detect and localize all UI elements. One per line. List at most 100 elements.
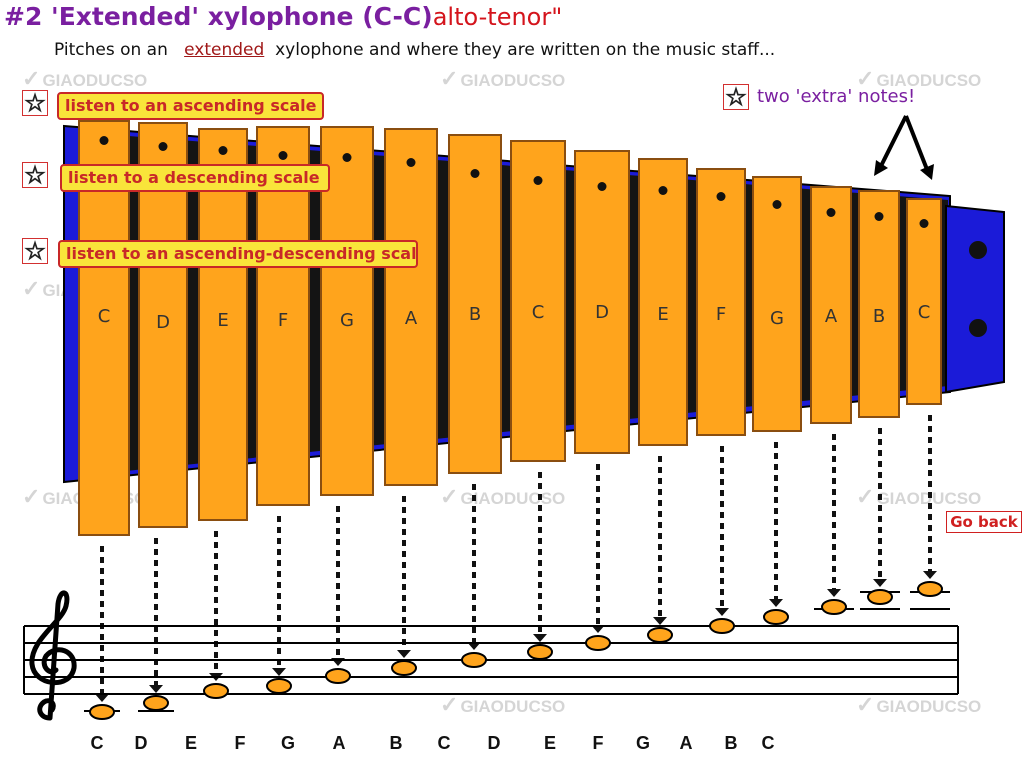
watermark: GIAODUCSO	[440, 66, 565, 92]
watermark: GIAODUCSO	[856, 692, 981, 718]
go-back-button[interactable]: Go back	[946, 511, 1022, 533]
bar-note-label: E	[657, 304, 669, 325]
star-icon[interactable]: ☆	[22, 90, 48, 116]
arrowhead	[873, 579, 887, 587]
staff-note-label: C	[437, 733, 451, 753]
page-subtitle: Pitches on an extended xylophone and whe…	[54, 40, 775, 60]
xylophone-bar[interactable]: E	[638, 158, 688, 446]
note-head	[89, 704, 115, 720]
page-title-main: #2 'Extended' xylophone (C-C)	[4, 2, 433, 31]
bar-note-label: B	[468, 304, 482, 325]
staff-note-label: G	[635, 733, 650, 753]
extra-arrowhead-left	[874, 160, 888, 176]
staff-note-label: G	[280, 733, 295, 753]
arrowhead	[715, 608, 729, 616]
extra-arrow-right	[904, 115, 930, 173]
arrowhead	[923, 571, 937, 579]
bar-hole	[99, 136, 109, 145]
arrowhead	[397, 650, 411, 658]
xylophone-bar[interactable]: G	[752, 176, 802, 432]
xylophone-bar[interactable]: A	[810, 186, 852, 424]
xylophone-bar[interactable]: A	[384, 128, 438, 486]
star-icon[interactable]: ☆	[22, 162, 48, 188]
arrowhead	[533, 634, 547, 642]
staff-note-label: B	[389, 733, 403, 753]
note-head	[709, 618, 735, 634]
note-head	[391, 660, 417, 676]
bar-note-label: D	[595, 302, 609, 323]
bar-note-label: D	[156, 312, 170, 333]
bar-note-label: A	[404, 308, 418, 329]
watermark: GIAODUCSO	[856, 484, 981, 510]
bar-note-label: E	[217, 310, 229, 331]
watermark: GIAODUCSO	[440, 484, 565, 510]
staff-note-label: D	[487, 733, 501, 753]
arrowhead	[149, 685, 163, 693]
bar-note-label: C	[531, 302, 545, 323]
note-head	[266, 678, 292, 694]
watermark: GIAODUCSO	[856, 66, 981, 92]
star-icon[interactable]: ☆	[22, 238, 48, 264]
note-head	[917, 581, 943, 597]
staff-note-label: A	[679, 733, 693, 753]
note-head	[867, 589, 893, 605]
staff-note-label: D	[134, 733, 148, 753]
xylophone-bar[interactable]: F	[696, 168, 746, 436]
descending-scale-button[interactable]: listen to a descending scale	[60, 164, 330, 192]
bar-hole	[158, 142, 168, 151]
extra-arrowhead-right	[920, 164, 934, 180]
bar-hole	[826, 208, 836, 217]
staff-note-label: A	[332, 733, 346, 753]
watermark: GIAODUCSO	[22, 66, 147, 92]
note-head	[763, 609, 789, 625]
bar-hole	[342, 153, 352, 162]
xylophone-bar[interactable]: B	[858, 190, 900, 418]
bar-hole	[597, 182, 607, 191]
ascending-scale-button[interactable]: listen to an ascending scale	[57, 92, 324, 120]
note-head	[461, 652, 487, 668]
staff-note-label: E	[543, 733, 556, 753]
bar-hole	[218, 146, 228, 155]
note-head	[647, 627, 673, 643]
treble-clef-icon	[29, 590, 77, 721]
bar-note-label: F	[277, 310, 289, 331]
xylophone-bar[interactable]: B	[448, 134, 502, 474]
bar-note-label: G	[770, 308, 784, 329]
frame-hole	[969, 241, 987, 259]
staff-note-label: E	[184, 733, 197, 753]
bar-note-label: F	[715, 304, 727, 325]
staff-note-label: C	[761, 733, 775, 753]
staff-notes	[84, 581, 950, 720]
staff-note-label: F	[592, 733, 604, 753]
arrowhead	[653, 617, 667, 625]
xylophone-bar[interactable]: C	[510, 140, 566, 462]
staff-note-label: B	[724, 733, 738, 753]
staff-note-label: C	[90, 733, 104, 753]
bar-note-label: C	[97, 306, 111, 327]
bar-note-label: B	[872, 306, 886, 327]
note-head	[821, 599, 847, 615]
xylophone-bar[interactable]: D	[574, 150, 630, 454]
page-title: #2 'Extended' xylophone (C-C)alto-tenor"	[4, 2, 562, 31]
bar-note-label: A	[824, 306, 838, 327]
note-head	[325, 668, 351, 684]
xylophone-bar[interactable]: C	[906, 198, 942, 405]
watermark: GIAODUCSO	[440, 692, 565, 718]
xylophone-bar[interactable]: E	[198, 128, 248, 521]
subtitle-post: xylophone and where they are written on …	[275, 40, 776, 60]
extended-link[interactable]: extended	[184, 40, 265, 60]
note-head	[203, 683, 229, 699]
bar-hole	[874, 212, 884, 221]
bar-hole	[772, 200, 782, 209]
bar-hole	[919, 219, 929, 228]
ascending-descending-scale-button[interactable]: listen to an ascending-descending scale	[58, 240, 418, 268]
star-icon[interactable]: ☆	[723, 84, 749, 110]
frame-end	[945, 204, 1005, 394]
bar-hole	[716, 192, 726, 201]
frame-hole	[969, 319, 987, 337]
arrowhead	[95, 694, 109, 702]
arrowhead	[827, 589, 841, 597]
subtitle-pre: Pitches on an	[54, 40, 168, 60]
arrowhead	[272, 668, 286, 676]
